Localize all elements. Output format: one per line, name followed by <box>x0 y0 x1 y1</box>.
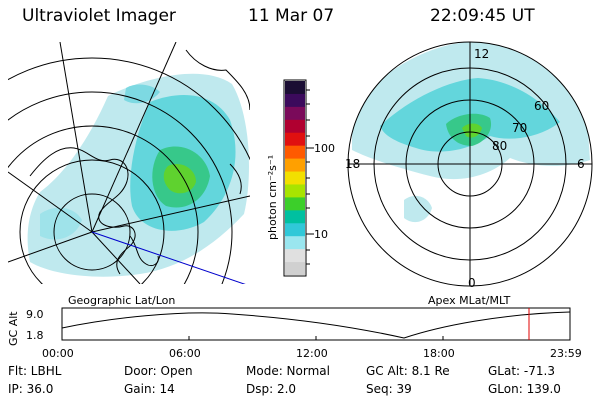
colorbar-swatch <box>285 119 305 134</box>
colorbar: 100 10 photon cm⁻²s⁻¹ <box>266 79 335 277</box>
seq-status: Seq: 39 <box>366 382 412 396</box>
filter-status: Flt: LBHL <box>8 364 62 378</box>
magnetic-polar-map: 12 18 6 0 60 70 80 <box>345 41 593 290</box>
colorbar-swatch <box>285 81 305 95</box>
geographic-grid <box>8 42 250 284</box>
timeline-xtick-0000: 00:00 <box>42 347 74 360</box>
colorbar-swatch <box>285 223 305 237</box>
colorbar-tick-100: 100 <box>314 142 335 155</box>
mlt-label-dusk: 18 <box>345 157 360 171</box>
timeline-ytick-low: 1.8 <box>26 329 44 342</box>
mlat-label-80: 80 <box>492 139 507 153</box>
colorbar-swatch <box>285 171 305 186</box>
altitude-timeline: GC Alt 9.0 1.8 00:00 06:00 12:00 18:00 2… <box>7 307 582 360</box>
timeline-xtick-2359: 23:59 <box>550 347 582 360</box>
geographic-map <box>8 42 250 284</box>
geographic-aurora-image <box>27 73 249 277</box>
mlat-label-60: 60 <box>534 99 549 113</box>
mlat-label-70: 70 <box>512 121 527 135</box>
right-map-caption: Apex MLat/MLT <box>428 294 511 307</box>
colorbar-swatch <box>285 132 305 147</box>
colorbar-swatches <box>285 81 305 276</box>
magnetic-aurora-image <box>352 42 590 223</box>
left-map-caption: Geographic Lat/Lon <box>68 294 175 307</box>
timeline-ylabel: GC Alt <box>7 311 20 346</box>
colorbar-swatch <box>285 184 305 198</box>
altitude-curve <box>61 311 571 339</box>
mode-status: Mode: Normal <box>246 364 330 378</box>
observation-time: 22:09:45 UT <box>430 6 535 26</box>
colorbar-tick-10: 10 <box>314 228 328 241</box>
instrument-title: Ultraviolet Imager <box>22 6 176 26</box>
colorbar-swatch <box>285 158 305 173</box>
geographic-coastlines <box>29 49 250 275</box>
magnetic-grid <box>347 41 593 287</box>
gc-alt-status: GC Alt: 8.1 Re <box>366 364 450 378</box>
timeline-ytick-high: 9.0 <box>26 308 44 321</box>
timeline-xtick-1200: 12:00 <box>296 347 328 360</box>
colorbar-unit-label: photon cm⁻²s⁻¹ <box>266 155 279 240</box>
satellite-track <box>91 231 246 284</box>
observation-date: 11 Mar 07 <box>248 6 335 26</box>
colorbar-swatch <box>285 197 305 211</box>
colorbar-swatch <box>285 93 305 108</box>
colorbar-swatch <box>285 106 305 121</box>
colorbar-swatch <box>285 262 305 276</box>
mlt-label-dawn: 6 <box>577 157 585 171</box>
colorbar-swatch <box>285 145 305 160</box>
colorbar-swatch <box>285 249 305 263</box>
mlt-label-midnight: 0 <box>468 276 476 290</box>
gain-status: Gain: 14 <box>124 382 175 396</box>
timeline-xtick-0600: 06:00 <box>169 347 201 360</box>
dsp-status: Dsp: 2.0 <box>246 382 297 396</box>
timeline-xtick-1800: 18:00 <box>423 347 455 360</box>
mlt-label-noon: 12 <box>474 47 489 61</box>
timeline-frame <box>61 307 571 341</box>
ip-status: IP: 36.0 <box>8 382 54 396</box>
colorbar-swatch <box>285 210 305 224</box>
door-status: Door: Open <box>124 364 193 378</box>
colorbar-tick-marks <box>306 89 314 265</box>
colorbar-swatch <box>285 236 305 250</box>
glat-status: GLat: -71.3 <box>488 364 555 378</box>
glon-status: GLon: 139.0 <box>488 382 561 396</box>
timeline-tick-marks <box>61 336 571 340</box>
